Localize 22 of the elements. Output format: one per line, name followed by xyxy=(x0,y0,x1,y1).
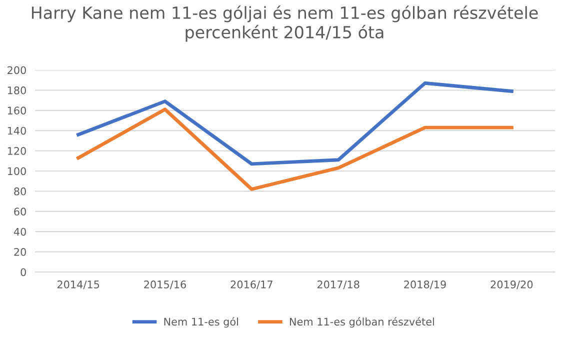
line-series xyxy=(76,108,514,191)
y-tick-label: 180 xyxy=(8,86,26,94)
y-tick-label: 140 xyxy=(8,126,26,135)
y-tick-label: 20 xyxy=(14,248,26,256)
x-tick-label: 2019/20 xyxy=(490,280,533,290)
y-tick-label: 100 xyxy=(8,167,26,176)
x-tick-label: 2016/17 xyxy=(230,280,272,290)
y-tick-label: 80 xyxy=(14,187,26,196)
y-tick-label: 120 xyxy=(8,147,26,155)
legend-label: Nem 11-es gólban részvétel xyxy=(290,317,434,328)
x-tick-label: 2014/15 xyxy=(57,280,100,290)
x-tick-label: 2017/18 xyxy=(317,280,360,290)
chart-title: Harry Kane nem 11-es góljai és nem 11-es gólban részvétele percenként 2014/15 óta xyxy=(32,5,538,42)
x-tick-label: 2018/19 xyxy=(404,280,446,290)
y-tick-label: 40 xyxy=(14,228,26,236)
y-tick-label: 60 xyxy=(14,208,26,216)
y-tick-label: 200 xyxy=(8,66,26,74)
line-series xyxy=(76,81,514,166)
y-tick-label: 0 xyxy=(20,268,26,276)
y-tick-label: 160 xyxy=(8,106,26,115)
legend-label: Nem 11-es gól xyxy=(164,317,238,328)
x-tick-label: 2015/16 xyxy=(144,280,186,290)
